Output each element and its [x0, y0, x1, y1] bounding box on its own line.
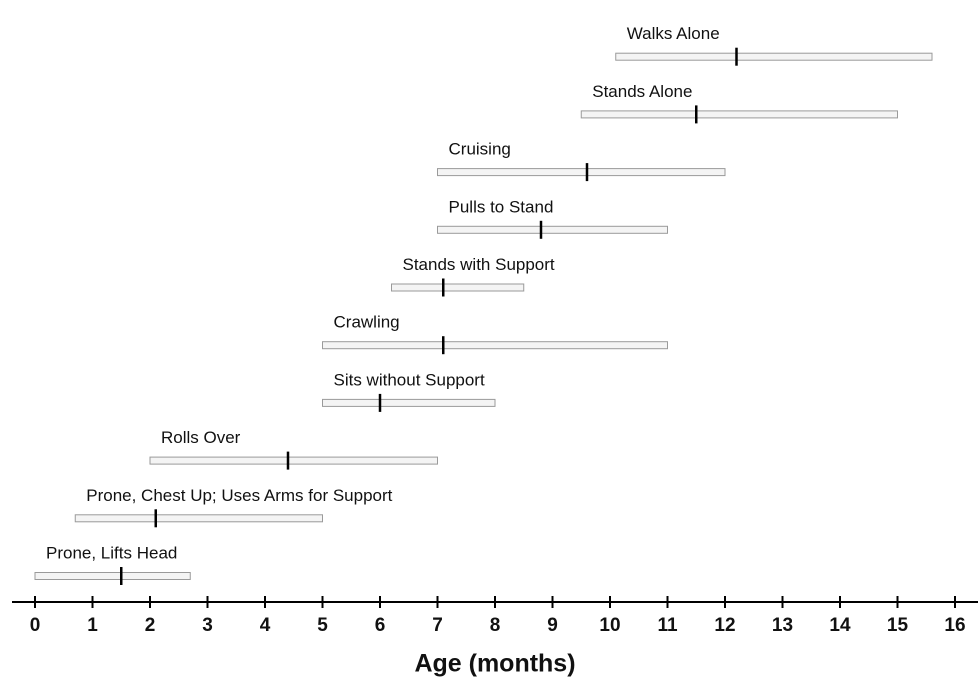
chart: Age (months) 012345678910111213141516Pro…	[0, 0, 978, 684]
range-bar	[75, 515, 322, 522]
range-bar	[150, 457, 438, 464]
milestone-label: Prone, Chest Up; Uses Arms for Support	[86, 486, 392, 505]
x-tick-label: 11	[657, 615, 678, 636]
milestone-label: Stands with Support	[403, 255, 555, 274]
x-tick-label: 1	[87, 615, 98, 636]
range-bar	[581, 111, 897, 118]
x-tick-label: 6	[375, 615, 386, 636]
x-tick-label: 2	[145, 615, 156, 636]
range-bar	[616, 53, 932, 60]
milestone-label: Stands Alone	[592, 82, 692, 101]
x-tick-label: 16	[944, 615, 965, 636]
milestone-label: Prone, Lifts Head	[46, 543, 177, 562]
milestone-label: Pulls to Stand	[449, 197, 554, 216]
x-tick-label: 0	[30, 615, 41, 636]
x-tick-label: 4	[260, 615, 271, 636]
x-axis-title: Age (months)	[414, 650, 575, 678]
x-tick-label: 13	[772, 615, 793, 636]
range-bar	[438, 169, 726, 176]
range-bar	[323, 342, 668, 349]
x-tick-label: 5	[317, 615, 328, 636]
x-tick-label: 12	[714, 615, 735, 636]
range-bar	[323, 399, 496, 406]
range-bar	[438, 226, 668, 233]
milestone-label: Crawling	[334, 313, 400, 332]
x-tick-label: 9	[547, 615, 558, 636]
range-bar	[35, 573, 190, 580]
x-tick-label: 15	[887, 615, 909, 636]
milestone-label: Walks Alone	[627, 24, 720, 43]
x-tick-label: 14	[829, 615, 851, 636]
milestone-label: Sits without Support	[334, 370, 485, 389]
x-tick-label: 10	[599, 615, 620, 636]
x-tick-label: 3	[202, 615, 213, 636]
x-tick-label: 7	[432, 615, 443, 636]
x-tick-label: 8	[490, 615, 501, 636]
range-bar	[392, 284, 524, 291]
milestone-label: Rolls Over	[161, 428, 241, 447]
page: {"chart_data": {"type": "range", "xlabel…	[0, 0, 978, 684]
milestone-label: Cruising	[449, 140, 511, 159]
